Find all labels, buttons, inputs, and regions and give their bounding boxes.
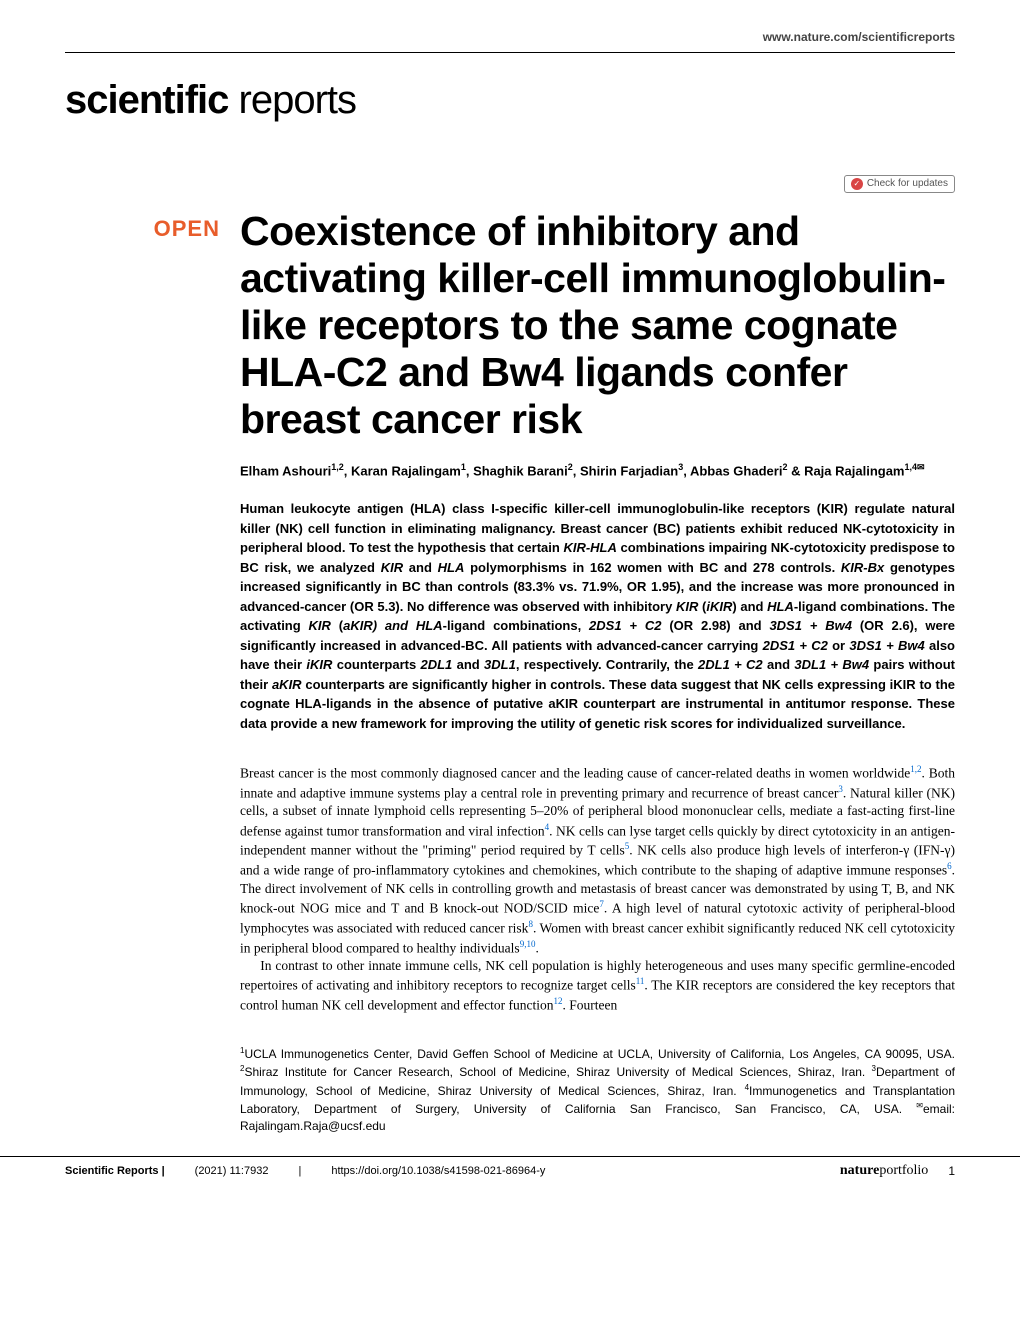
footer-journal-name: Scientific Reports | (65, 1165, 165, 1177)
abstract-text: Human leukocyte antigen (HLA) class I-sp… (240, 499, 955, 733)
article-layout: OPEN Coexistence of inhibitory and activ… (65, 208, 955, 1136)
footer-divider: | (298, 1165, 301, 1177)
check-updates-container: ✓ Check for updates (65, 173, 955, 193)
publisher-light: portfolio (879, 1163, 928, 1178)
authors-list: Elham Ashouri1,2, Karan Rajalingam1, Sha… (240, 461, 955, 481)
article-content: Coexistence of inhibitory and activating… (240, 208, 955, 1136)
footer-left: Scientific Reports | (2021) 11:7932 | ht… (65, 1165, 545, 1177)
body-para-2: In contrast to other innate immune cells… (240, 957, 955, 1015)
page-number: 1 (948, 1164, 955, 1178)
footer-right: natureportfolio 1 (840, 1163, 955, 1179)
check-updates-icon: ✓ (851, 178, 863, 190)
open-access-label: OPEN (154, 216, 220, 241)
footer-doi[interactable]: https://doi.org/10.1038/s41598-021-86964… (331, 1165, 545, 1177)
article-title: Coexistence of inhibitory and activating… (240, 208, 955, 444)
page-container: www.nature.com/scientificreports scienti… (0, 0, 1020, 1156)
affiliations: 1UCLA Immunogenetics Center, David Geffe… (240, 1045, 955, 1136)
check-updates-button[interactable]: ✓ Check for updates (844, 175, 955, 193)
publisher-logo: natureportfolio (840, 1163, 928, 1179)
journal-name-bold: scientific (65, 78, 228, 122)
page-footer: Scientific Reports | (2021) 11:7932 | ht… (0, 1156, 1020, 1199)
open-access-badge: OPEN (65, 208, 220, 1136)
header-url: www.nature.com/scientificreports (65, 30, 955, 53)
check-updates-label: Check for updates (867, 178, 948, 189)
publisher-bold: nature (840, 1163, 879, 1178)
journal-logo: scientific reports (65, 78, 955, 123)
footer-citation: (2021) 11:7932 (195, 1165, 269, 1177)
body-para-1: Breast cancer is the most commonly diagn… (240, 763, 955, 957)
body-text: Breast cancer is the most commonly diagn… (240, 763, 955, 1015)
journal-name-light: reports (228, 78, 356, 122)
